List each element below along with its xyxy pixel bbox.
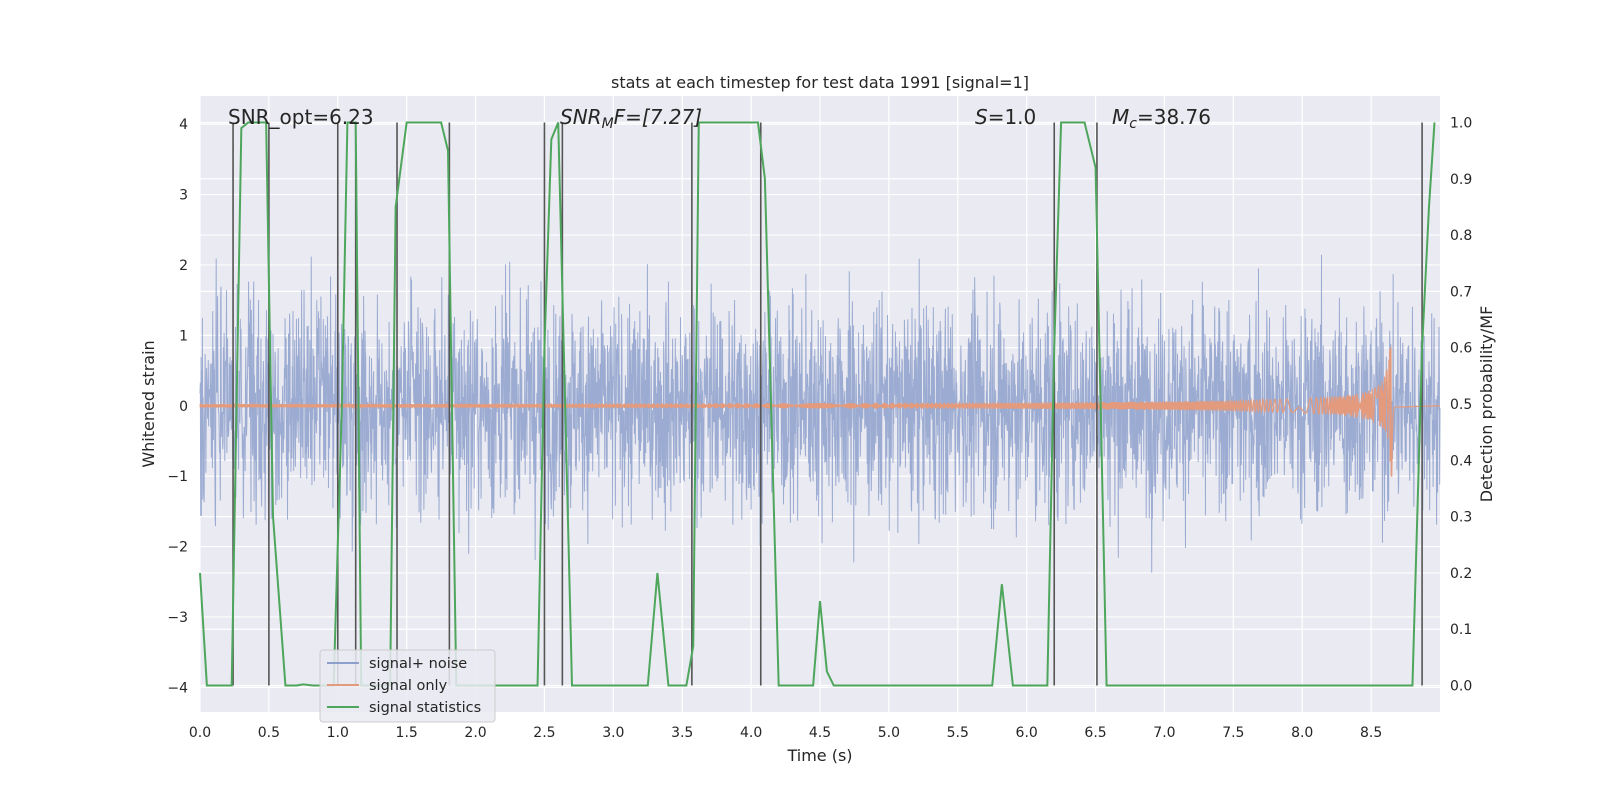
x-tick-label: 8.5	[1360, 725, 1382, 741]
y-axis-left-ticks: 4 3 2 1 0 −1 −2 −3 −4	[167, 117, 188, 696]
annotation-s-symbol: S	[975, 105, 988, 129]
x-tick-label: 6.5	[1084, 725, 1106, 741]
annotation-snr-mf-subscript: M	[602, 116, 614, 132]
x-tick-label: 2.5	[533, 725, 555, 741]
y-right-tick-label: 1.0	[1450, 115, 1472, 131]
x-tick-label: 4.5	[809, 725, 831, 741]
legend-label-statistics: signal statistics	[369, 700, 481, 716]
x-tick-label: 8.0	[1291, 725, 1313, 741]
signal-only-series	[199, 346, 1441, 477]
y-right-tick-label: 0.8	[1450, 228, 1472, 244]
annotation-snr-mf-symbol: SNR	[560, 105, 602, 129]
x-tick-label: 1.0	[327, 725, 349, 741]
y-axis-left-label: Whitened strain	[139, 340, 158, 467]
legend: signal+ noise signal only signal statist…	[319, 649, 496, 723]
legend-label-noise: signal+ noise	[369, 656, 467, 672]
legend-box	[319, 649, 496, 723]
y-left-tick-label: −4	[167, 680, 188, 696]
x-tick-label: 0.0	[189, 725, 211, 741]
y-left-tick-label: 2	[179, 258, 188, 274]
y-left-tick-label: −3	[167, 610, 188, 626]
y-right-tick-label: 0.9	[1450, 172, 1472, 188]
y-right-tick-label: 0.5	[1450, 397, 1472, 413]
signal-noise-line	[199, 254, 1441, 573]
x-axis-label: Time (s)	[786, 746, 852, 765]
annotation-mc: Mc=38.76	[1112, 105, 1211, 132]
annotation-mc-rest: =38.76	[1137, 105, 1211, 129]
y-right-tick-label: 0.6	[1450, 341, 1472, 357]
y-right-tick-label: 0.7	[1450, 284, 1472, 300]
x-tick-label: 3.0	[602, 725, 624, 741]
x-tick-label: 7.0	[1153, 725, 1175, 741]
y-left-tick-label: 4	[179, 117, 188, 133]
y-left-tick-label: −1	[167, 469, 188, 485]
signal-statistics-series	[199, 121, 1436, 687]
y-right-tick-label: 0.1	[1450, 622, 1472, 638]
signal-statistics-line	[199, 121, 1436, 687]
y-right-tick-label: 0.3	[1450, 510, 1472, 526]
x-tick-label: 6.0	[1016, 725, 1038, 741]
y-left-tick-label: −2	[167, 540, 188, 556]
x-tick-label: 5.0	[878, 725, 900, 741]
y-right-tick-label: 0.2	[1450, 566, 1472, 582]
legend-label-signal: signal only	[369, 678, 448, 694]
annotation-s-rest: =1.0	[988, 105, 1037, 129]
annotation-snr-mf: SNRMF=[7.27]	[560, 105, 702, 132]
annotation-snr-mf-rest: F=[7.27]	[614, 105, 702, 129]
x-tick-label: 0.5	[258, 725, 280, 741]
y-axis-right-label: Detection probability/MF	[1477, 306, 1496, 503]
x-tick-label: 4.0	[740, 725, 762, 741]
signal-only-line	[199, 346, 1441, 477]
y-right-tick-label: 0.4	[1450, 453, 1472, 469]
y-left-tick-label: 1	[179, 328, 188, 344]
x-tick-label: 1.5	[396, 725, 418, 741]
annotation-mc-symbol: M	[1112, 105, 1129, 129]
annotation-s: S=1.0	[975, 105, 1036, 129]
x-axis-ticks: 0.0 0.5 1.0 1.5 2.0 2.5 3.0 3.5 4.0 4.5 5.0 5.5 6.0 6…	[189, 725, 1382, 741]
y-left-tick-label: 0	[179, 399, 188, 415]
y-left-tick-label: 3	[179, 188, 188, 204]
y-right-tick-label: 0.0	[1450, 679, 1472, 695]
signal-noise-series	[199, 254, 1441, 573]
y-axis-right-ticks: 1.0 0.9 0.8 0.7 0.6 0.5 0.4 0.3 0.2 0.1 0.0	[1450, 115, 1472, 694]
x-tick-label: 2.0	[464, 725, 486, 741]
chart-title: stats at each timestep for test data 199…	[611, 73, 1029, 92]
x-tick-label: 3.5	[671, 725, 693, 741]
x-tick-label: 7.5	[1222, 725, 1244, 741]
annotation-mc-subscript: c	[1129, 116, 1137, 132]
x-tick-label: 5.5	[947, 725, 969, 741]
annotation-snr-opt: SNR_opt=6.23	[228, 105, 374, 129]
